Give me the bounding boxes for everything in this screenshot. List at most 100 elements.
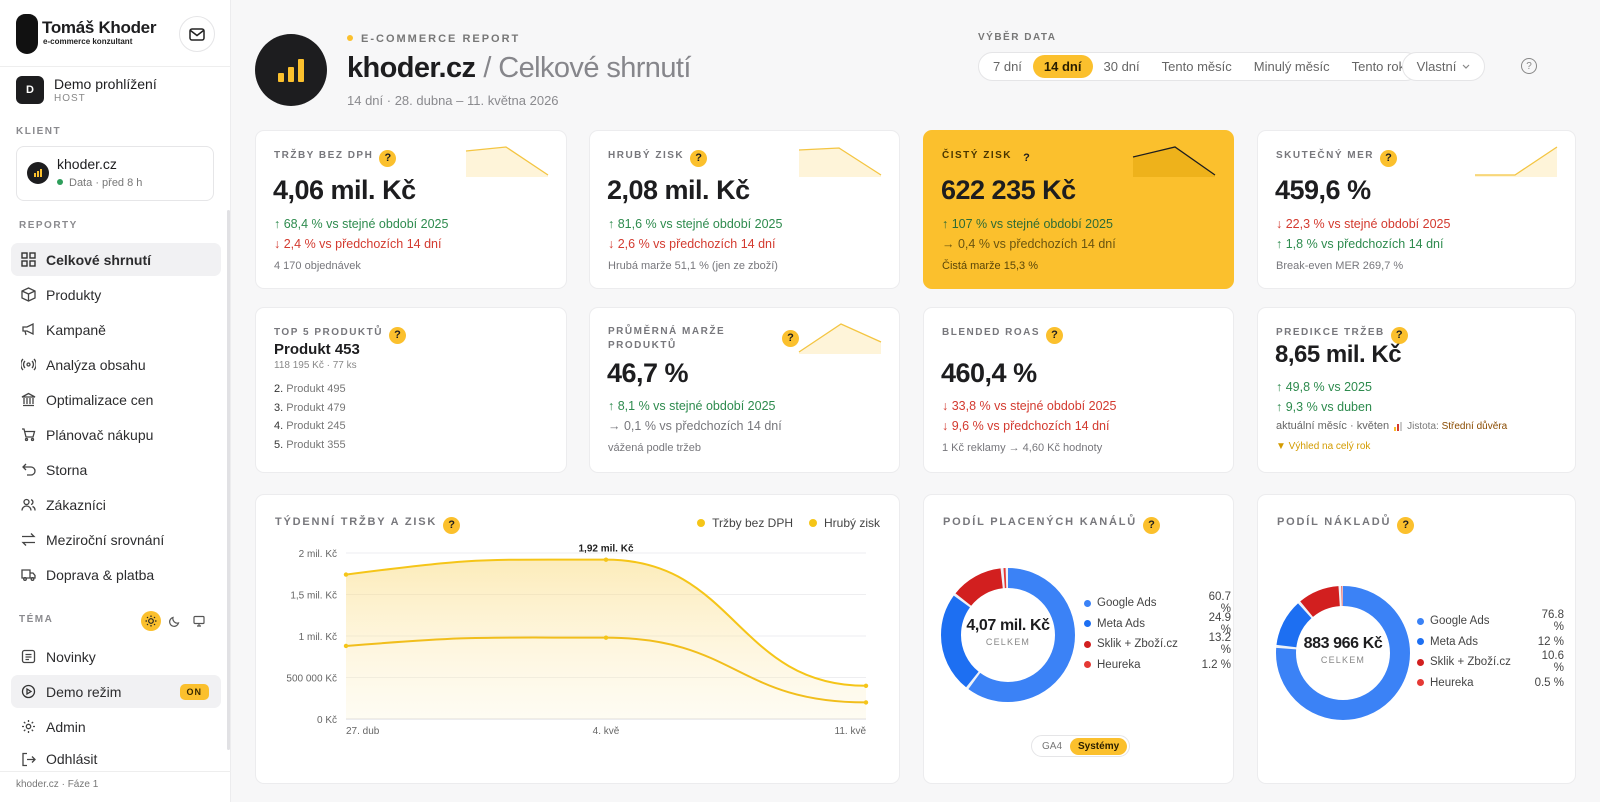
mail-button[interactable]	[179, 16, 215, 52]
page-title-section: / Celkové shrnutí	[483, 52, 691, 84]
undo-icon	[20, 462, 36, 478]
legend-label[interactable]: Tržby bez DPH	[712, 516, 793, 530]
brand-tagline: e-commerce konzultant	[43, 37, 133, 46]
legend-value: 13.2 %	[1208, 632, 1231, 657]
help-icon[interactable]: ?	[1521, 58, 1537, 74]
list-item[interactable]: 3. Produkt 479	[274, 399, 346, 418]
cost-share-donut	[1276, 586, 1410, 720]
nav-item-planovac-nakupu[interactable]: Plánovač nákupu	[11, 418, 221, 451]
kpi-label-text: TOP 5 PRODUKTŮ	[274, 327, 383, 338]
main-content: E-COMMERCE REPORT khoder.cz / Celkové shr…	[231, 0, 1600, 802]
client-data-label: Data	[69, 177, 93, 189]
help-icon[interactable]: ?	[1023, 152, 1030, 164]
nav-item-novinky[interactable]: Novinky	[11, 640, 221, 673]
help-icon[interactable]: ?	[782, 330, 799, 347]
chart-legend: Tržby bez DPH Hrubý zisk	[697, 516, 880, 530]
kpi-label: SKUTEČNÝ MER?	[1276, 150, 1398, 167]
paid-channels-donut	[941, 568, 1075, 702]
nav-item-doprava-platba[interactable]: Doprava & platba	[11, 558, 221, 591]
grid-icon	[20, 252, 36, 268]
help-icon[interactable]: ?	[1397, 517, 1415, 534]
toggle-systemy[interactable]: Systémy	[1070, 737, 1128, 755]
nav-item-analyza-obsahu[interactable]: Analýza obsahu	[11, 348, 221, 381]
kpi-card-avg-margin: PRŮMĚRNÁ MARŽE PRODUKTŮ ? 46,7 % ↑ 8,1 % …	[589, 307, 900, 473]
status-dot	[57, 179, 63, 185]
kpi-card-revenue-forecast: PREDIKCE TRŽEB? 8,65 mil. Kč ↑ 49,8 % vs…	[1257, 307, 1576, 473]
y-tick-label: 500 000 Kč	[286, 674, 337, 685]
donut-total: 883 966 Kč	[1303, 635, 1383, 652]
top-product-name[interactable]: Produkt 453	[274, 341, 360, 358]
help-icon[interactable]: ?	[388, 327, 406, 344]
kpi-pop-delta: ↓ 2,4 % vs předchozích 14 dní	[274, 237, 442, 251]
legend-dot	[1084, 661, 1091, 669]
range-this-year[interactable]: Tento rok	[1351, 59, 1406, 74]
help-icon[interactable]: ?	[443, 517, 461, 534]
forecast-meta: aktuální měsíc · květen Jistota: Střední…	[1276, 420, 1507, 432]
list-item[interactable]: 5. Produkt 355	[274, 436, 346, 455]
nav-label: Doprava & platba	[46, 566, 155, 583]
top-product-meta: 118 195 Kč · 77 ks	[274, 360, 357, 371]
range-last-month[interactable]: Minulý měsíc	[1253, 59, 1330, 74]
kpi-pop-delta: ↓ 9,6 % vs předchozích 14 dní	[942, 419, 1110, 433]
kpi-yoy-delta: ↑ 107 % vs stejné období 2025	[942, 217, 1113, 231]
data-point	[343, 643, 349, 649]
sun-icon	[145, 615, 157, 627]
legend-value: 60.7 %	[1208, 591, 1231, 616]
legend-label[interactable]: Hrubý zisk	[823, 516, 880, 530]
brand-name: Tomáš Khoder	[42, 18, 157, 37]
list-item[interactable]: 4. Produkt 245	[274, 417, 346, 436]
sidebar-scrollbar[interactable]	[227, 210, 230, 750]
help-icon[interactable]: ?	[1046, 327, 1064, 344]
theme-light-button[interactable]	[141, 611, 161, 631]
theme-system-button[interactable]	[189, 611, 209, 631]
custom-range-dropdown[interactable]: Vlastní	[1402, 52, 1485, 81]
kpi-pop-delta: ↓ 2,6 % vs předchozích 14 dní	[608, 237, 776, 251]
yearly-outlook-toggle[interactable]: ▼ Výhled na celý rok	[1276, 441, 1371, 452]
nav-item-odhlasit[interactable]: Odhlásit	[11, 745, 221, 773]
sidebar-footer: khoder.cz · Fáze 1	[16, 779, 99, 790]
nav-item-optimalizace-cen[interactable]: Optimalizace cen	[11, 383, 221, 416]
donut-total: 4,07 mil. Kč	[966, 617, 1050, 634]
donut-legend: Google Ads 76.8 % Meta Ads 12 % Sklik + Zb…	[1417, 609, 1564, 693]
help-icon[interactable]: ?	[1143, 517, 1161, 534]
list-item[interactable]: 2. Produkt 495	[274, 380, 346, 399]
range-7-days[interactable]: 7 dní	[993, 59, 1022, 74]
nav-item-kampane[interactable]: Kampaně	[11, 313, 221, 346]
product-name: Produkt 355	[286, 438, 346, 451]
nav-item-produkty[interactable]: Produkty	[11, 278, 221, 311]
help-icon[interactable]: ?	[1390, 327, 1408, 344]
toggle-ga4[interactable]: GA4	[1042, 740, 1063, 752]
confidence-bars-icon	[1394, 421, 1403, 431]
rank: 4.	[274, 420, 284, 432]
nav-item-meziorocni-srovnani[interactable]: Meziroční srovnání	[11, 523, 221, 556]
help-icon[interactable]: ?	[1380, 150, 1398, 167]
kpi-mom-delta: ↑ 9,3 % vs duben	[1276, 400, 1372, 414]
nav-label: Plánovač nákupu	[46, 426, 154, 443]
nav-label: Celkové shrnutí	[46, 251, 152, 268]
kpi-label-line: PRŮMĚRNÁ MARŽE	[608, 326, 726, 337]
kpi-yoy-delta: ↑ 81,6 % vs stejné období 2025	[608, 217, 783, 231]
range-this-month[interactable]: Tento měsíc	[1161, 59, 1232, 74]
data-point	[863, 683, 869, 688]
kpi-value: 2,08 mil. Kč	[607, 175, 750, 205]
top-product-list: 2. Produkt 495 3. Produkt 479 4. Produkt…	[274, 380, 346, 454]
series-line	[345, 558, 867, 687]
legend-label: Meta Ads	[1430, 635, 1478, 648]
kpi-label: BLENDED ROAS?	[942, 327, 1064, 344]
help-icon[interactable]: ?	[690, 150, 708, 167]
sparkline	[465, 146, 549, 177]
nav-item-admin[interactable]: Admin	[11, 710, 221, 743]
nav-item-storna[interactable]: Storna	[11, 453, 221, 486]
range-30-days[interactable]: 30 dní	[1103, 59, 1140, 74]
weekly-line-chart: 0 Kč 500 000 Kč 1 mil. Kč 1,5 mil. Kč 2 mil.…	[286, 544, 869, 737]
eyebrow-text: E-COMMERCE REPORT	[361, 33, 521, 45]
box-icon	[20, 287, 36, 303]
theme-dark-button[interactable]	[165, 611, 185, 631]
nav-item-zakaznici[interactable]: Zákazníci	[11, 488, 221, 521]
nav-item-demo-rezim[interactable]: Demo režim ON	[11, 675, 221, 708]
nav-item-celkove-shrnuti[interactable]: Celkové shrnutí	[11, 243, 221, 276]
donut-slice	[941, 568, 1075, 702]
help-icon[interactable]: ?	[379, 150, 397, 167]
client-selector[interactable]: khoder.cz Data · před 8 h	[16, 146, 214, 201]
range-14-days[interactable]: 14 dní	[1032, 55, 1093, 78]
